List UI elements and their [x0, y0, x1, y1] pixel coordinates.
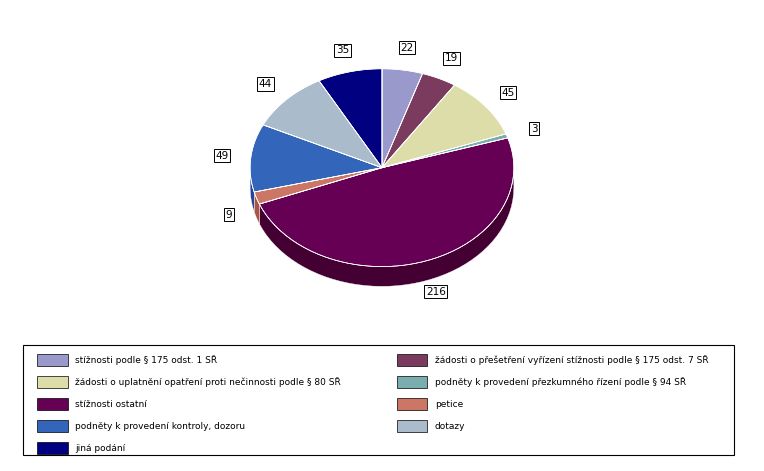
Bar [37, 354, 68, 366]
Polygon shape [382, 134, 508, 168]
Polygon shape [259, 169, 514, 286]
Text: petice: petice [435, 399, 463, 408]
Polygon shape [254, 168, 382, 204]
Polygon shape [382, 85, 506, 168]
Polygon shape [259, 138, 514, 267]
Bar [397, 398, 428, 410]
Text: 9: 9 [225, 210, 232, 220]
Bar [397, 354, 428, 366]
Text: 22: 22 [400, 43, 413, 53]
Bar [37, 442, 68, 454]
Text: stížnosti podle § 175 odst. 1 SŘ: stížnosti podle § 175 odst. 1 SŘ [76, 355, 218, 365]
Polygon shape [250, 167, 254, 212]
Bar [397, 420, 428, 432]
Text: podněty k provedení přezkumného řízení podle § 94 SŘ: podněty k provedení přezkumného řízení p… [435, 377, 686, 387]
Text: 3: 3 [531, 124, 538, 134]
Text: dotazy: dotazy [435, 422, 465, 430]
Text: 19: 19 [445, 53, 458, 63]
Text: stížnosti ostatní: stížnosti ostatní [76, 399, 147, 408]
Text: jiná podání: jiná podání [76, 444, 125, 453]
Text: 44: 44 [259, 79, 272, 89]
Polygon shape [382, 73, 455, 168]
Bar [37, 398, 68, 410]
Polygon shape [250, 125, 382, 192]
Bar [397, 376, 428, 388]
Polygon shape [319, 69, 382, 168]
Text: žádosti o přešetření vyřízení stížnosti podle § 175 odst. 7 SŘ: žádosti o přešetření vyřízení stížnosti … [435, 355, 708, 365]
Text: žádosti o uplatnění opatření proti nečinnosti podle § 80 SŘ: žádosti o uplatnění opatření proti nečin… [76, 377, 342, 387]
Text: 45: 45 [502, 88, 515, 97]
Bar [37, 420, 68, 432]
Text: podněty k provedení kontroly, dozoru: podněty k provedení kontroly, dozoru [76, 422, 245, 430]
Text: 49: 49 [215, 151, 228, 161]
Text: 216: 216 [426, 287, 445, 297]
Polygon shape [382, 69, 422, 168]
Bar [37, 376, 68, 388]
FancyBboxPatch shape [23, 345, 734, 455]
Text: 35: 35 [335, 45, 349, 55]
Polygon shape [254, 192, 259, 224]
Polygon shape [263, 81, 382, 168]
